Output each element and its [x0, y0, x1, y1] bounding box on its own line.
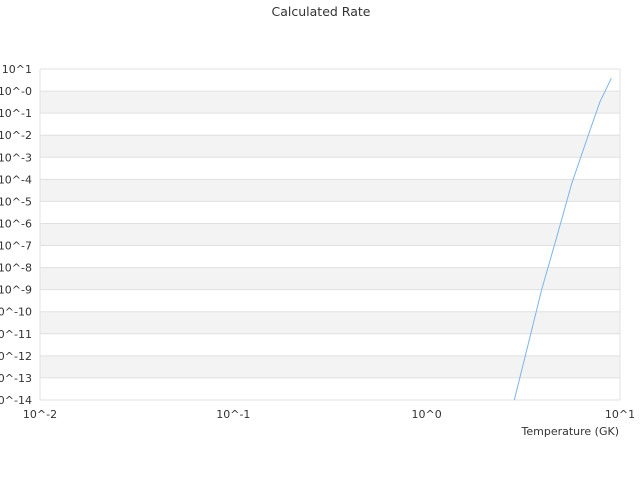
y-tick-label: 10^-11: [0, 328, 32, 341]
plot-band: [40, 267, 620, 290]
y-tick-label: 10^-3: [0, 151, 32, 164]
y-tick-label: 10^-6: [0, 217, 32, 230]
plot-band: [40, 179, 620, 202]
y-tick-label: 10^-10: [0, 306, 32, 319]
y-axis-ticks: 10^1 10^-0 10^-1 10^-2 10^-3 10^-4 10^-5 10^-6 1…: [0, 63, 32, 407]
x-axis-label: Temperature (GK): [521, 425, 620, 438]
grid-lines: [39, 68, 621, 401]
plot-band: [40, 311, 620, 334]
chart-title: Calculated Rate: [272, 4, 371, 19]
x-tick-label: 10^-2: [23, 408, 57, 421]
plot-band: [40, 135, 620, 158]
y-tick-label: 10^-7: [0, 240, 32, 253]
rate-series-line: [513, 78, 612, 401]
y-tick-label: 10^-8: [0, 262, 32, 275]
y-tick-label: 10^1: [2, 63, 32, 76]
y-tick-label: 10^-12: [0, 350, 32, 363]
x-tick-label: 10^0: [412, 408, 442, 421]
x-axis-ticks: 10^-2 10^-1 10^0 10^1: [23, 408, 635, 421]
y-tick-label: 10^-1: [0, 107, 32, 120]
plot-bands: [40, 91, 620, 378]
y-tick-label: 10^-2: [0, 129, 32, 142]
y-tick-label: 10^-13: [0, 372, 32, 385]
y-tick-label: 10^-5: [0, 195, 32, 208]
y-tick-label: 10^-9: [0, 284, 32, 297]
series-group: [513, 78, 612, 401]
y-tick-label: 10^-14: [0, 394, 32, 407]
plot-band: [40, 355, 620, 378]
x-tick-label: 10^1: [605, 408, 635, 421]
plot-band: [40, 91, 620, 114]
y-tick-label: 10^-4: [0, 173, 32, 186]
x-tick-label: 10^-1: [216, 408, 250, 421]
y-tick-label: 10^-0: [0, 85, 32, 98]
plot-band: [40, 223, 620, 246]
